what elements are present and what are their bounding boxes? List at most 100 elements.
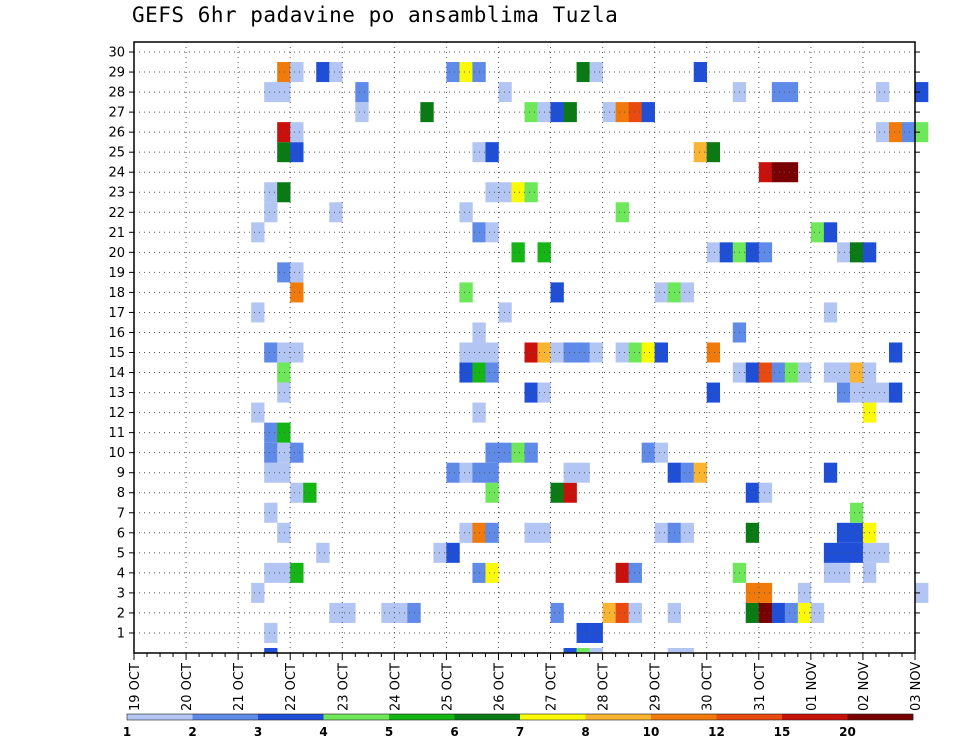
heatmap-cell xyxy=(485,442,499,463)
heatmap-cell xyxy=(251,402,265,423)
heatmap-cell xyxy=(277,342,291,363)
heatmap-cell xyxy=(264,622,278,643)
heatmap-cell xyxy=(589,622,603,643)
y-tick-label: 14 xyxy=(108,366,125,381)
heatmap-cell xyxy=(355,102,369,123)
y-tick-label: 20 xyxy=(108,246,125,261)
heatmap-cell xyxy=(667,647,681,653)
heatmap-cell xyxy=(784,602,799,623)
heatmap-cell xyxy=(264,422,278,443)
heatmap-cell xyxy=(784,362,799,383)
heatmap-cell xyxy=(576,342,590,363)
x-tick-label: 03 NOV xyxy=(909,662,924,711)
heatmap-cell xyxy=(915,582,929,603)
heatmap-cell xyxy=(745,602,760,623)
heatmap-cell xyxy=(290,482,304,503)
colorbar: 1 2 3 4 5 6 7 8 10 12 15 20 xyxy=(123,713,914,739)
heatmap-cell xyxy=(485,362,499,383)
heatmap-cell xyxy=(329,202,343,223)
heatmap-cell xyxy=(615,202,629,223)
colorbar-swatch xyxy=(323,714,390,720)
y-tick-label: 17 xyxy=(108,306,125,321)
colorbar-label: 5 xyxy=(385,725,393,739)
heatmap-cell xyxy=(277,82,291,103)
y-tick-label: 2 xyxy=(117,606,125,621)
colorbar-label: 10 xyxy=(643,725,660,739)
grid xyxy=(134,42,915,653)
heatmap-cell xyxy=(459,362,473,383)
heatmap-cell xyxy=(771,602,786,623)
heatmap-cell xyxy=(277,182,291,203)
heatmap-cell xyxy=(836,562,851,583)
heatmap-cell xyxy=(264,342,278,363)
heatmap-cell xyxy=(810,222,825,243)
heatmap-cell xyxy=(485,482,499,503)
heatmap-cell xyxy=(654,442,668,463)
heatmap-cell xyxy=(654,522,668,543)
x-axis: 19 OCT 20 OCT 21 OCT 22 OCT 23 OCT 24 OCT 25 O… xyxy=(128,653,924,711)
heatmap-cell xyxy=(589,62,603,83)
heatmap-cell xyxy=(758,582,773,603)
heatmap-cell xyxy=(277,122,291,143)
y-tick-label: 22 xyxy=(108,206,125,221)
heatmap-cell xyxy=(524,522,538,543)
heatmap-cell xyxy=(888,342,903,363)
heatmap-cell xyxy=(915,82,929,103)
heatmap-cell xyxy=(290,142,304,163)
y-tick-label: 13 xyxy=(108,386,125,401)
heatmap-cell xyxy=(329,602,343,623)
y-tick-label: 18 xyxy=(108,286,125,301)
heatmap-cell xyxy=(706,382,721,403)
heatmap-cell xyxy=(277,522,291,543)
heatmap-cell xyxy=(745,522,760,543)
heatmap-cell xyxy=(823,302,838,323)
y-tick-label: 9 xyxy=(117,466,125,481)
heatmap-cell xyxy=(394,602,408,623)
heatmap-cell xyxy=(446,542,460,563)
heatmap-cell xyxy=(875,82,890,103)
heatmap-cell xyxy=(745,582,760,603)
heatmap-cell xyxy=(680,282,695,303)
y-tick-label: 23 xyxy=(108,186,125,201)
heatmap-cell xyxy=(654,342,668,363)
heatmap-cell xyxy=(563,102,577,123)
colorbar-label: 15 xyxy=(774,725,791,739)
heatmap-cell xyxy=(485,562,499,583)
heatmap-cell xyxy=(459,342,473,363)
y-tick-label: 15 xyxy=(108,346,125,361)
heatmap-cell xyxy=(290,262,304,283)
y-tick-label: 3 xyxy=(117,586,125,601)
heatmap-cell xyxy=(524,182,538,203)
heatmap-cell xyxy=(290,62,304,83)
heatmap-cell xyxy=(875,542,890,563)
heatmap-cell xyxy=(615,602,629,623)
colorbar-swatch xyxy=(454,714,521,720)
heatmap-cell xyxy=(433,542,447,563)
y-axis: 1234567891011121314151617181920212223242… xyxy=(108,46,920,641)
y-tick-label: 12 xyxy=(108,406,125,421)
heatmap-cell xyxy=(251,302,265,323)
heatmap-cell xyxy=(758,602,773,623)
x-tick-label: 25 OCT xyxy=(440,663,455,711)
heatmap-cell xyxy=(550,602,564,623)
heatmap-cell xyxy=(823,222,838,243)
heatmap-cell xyxy=(693,462,708,483)
heatmap-cell xyxy=(628,562,642,583)
heatmap-cell xyxy=(264,647,278,653)
heatmap-cell xyxy=(550,102,564,123)
colorbar-label: 20 xyxy=(839,725,856,739)
heatmap-cell xyxy=(290,122,304,143)
y-tick-label: 4 xyxy=(117,566,125,581)
heatmap-cell xyxy=(849,542,864,563)
heatmap-cell xyxy=(615,102,629,123)
heatmap-cell xyxy=(771,82,786,103)
heatmap-cell xyxy=(745,482,760,503)
heatmap-cell xyxy=(342,602,356,623)
heatmap-cell xyxy=(771,362,786,383)
heatmap-cell xyxy=(849,242,864,263)
heatmap-cell xyxy=(277,462,291,483)
heatmap-cell xyxy=(784,82,799,103)
heatmap-cell xyxy=(680,647,695,653)
heatmap-cell xyxy=(290,562,304,583)
heatmap-cell xyxy=(485,222,499,243)
